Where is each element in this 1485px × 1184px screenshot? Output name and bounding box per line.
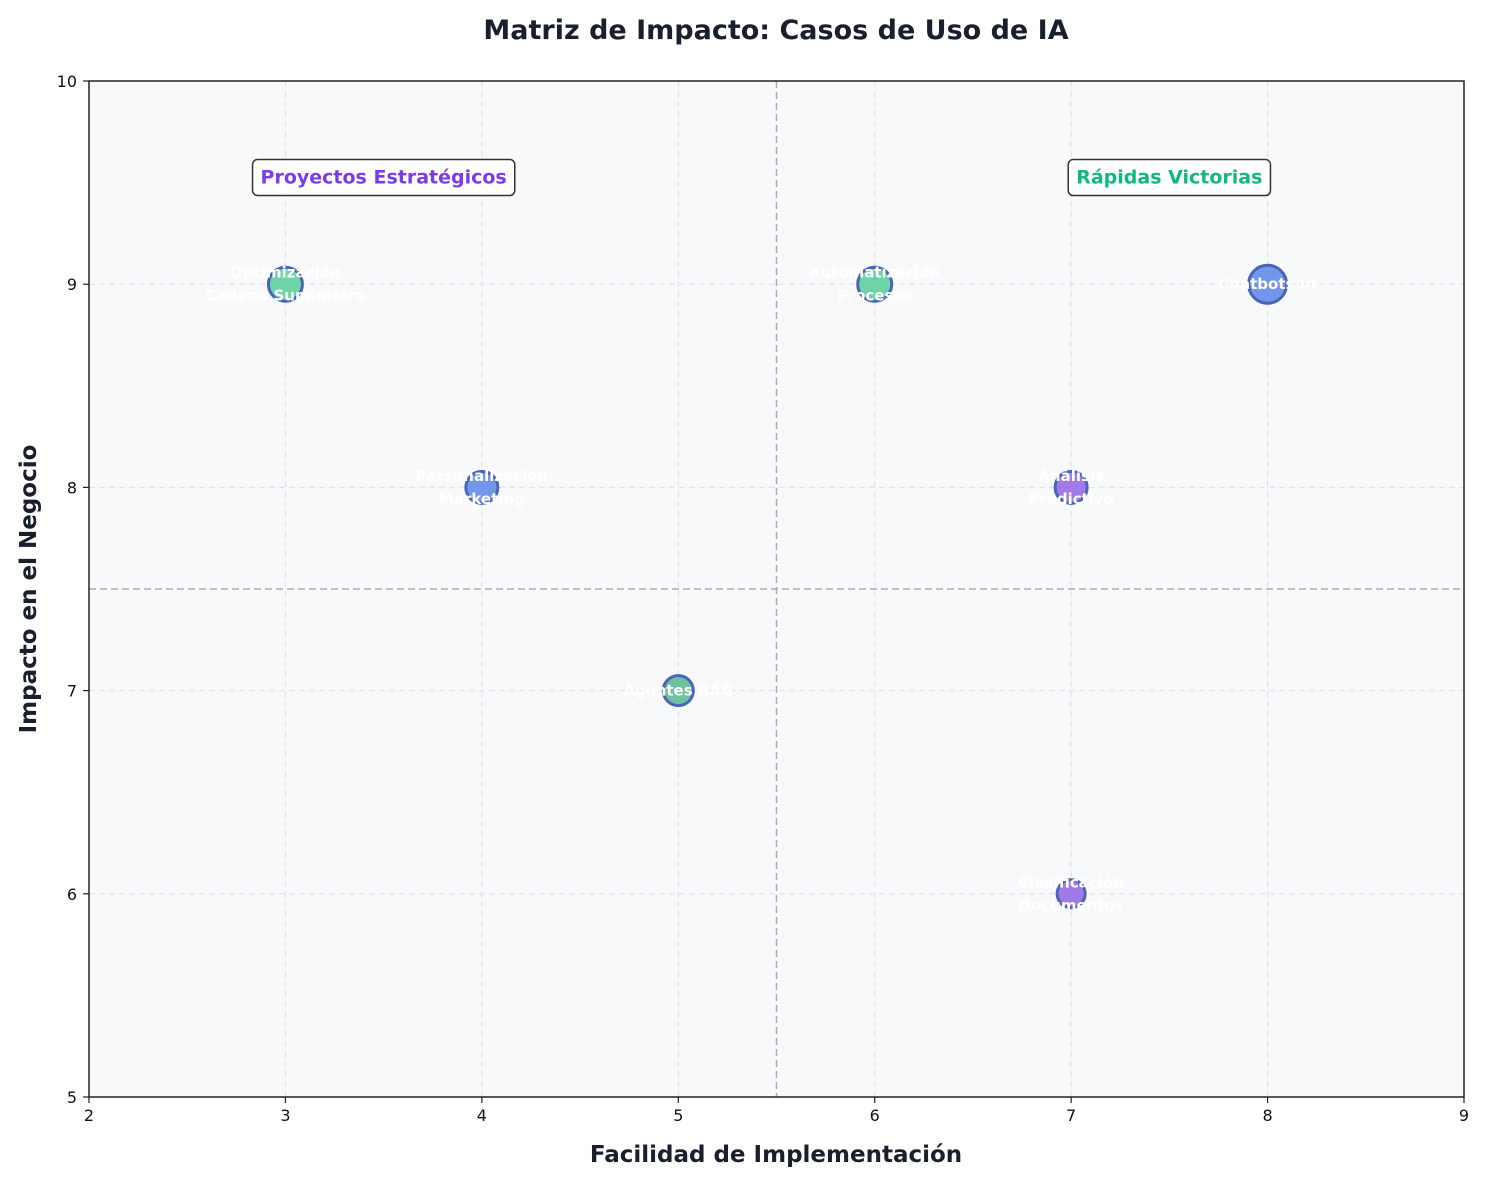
quadrant-label-text: Rápidas Victorias: [1076, 167, 1262, 189]
quadrant-label-text: Proyectos Estratégicos: [261, 167, 507, 189]
data-point: Chatbots IA: [1218, 263, 1317, 305]
x-tick-label: 9: [1459, 1106, 1469, 1125]
quadrant-label: Proyectos Estratégicos: [251, 158, 516, 197]
point-label: Procesos: [837, 287, 913, 305]
point-marker: [1055, 878, 1087, 910]
quadrant-dividers: [89, 81, 1464, 1097]
quadrant-label-box: [251, 158, 516, 197]
x-tick-label: 8: [1262, 1106, 1272, 1125]
y-tick-label: 7: [67, 682, 77, 701]
x-tick-label: 5: [673, 1106, 683, 1125]
chart-title: Matriz de Impacto: Casos de Uso de IA: [483, 15, 1068, 46]
point-marker: [464, 469, 500, 505]
x-tick-label: 7: [1066, 1106, 1076, 1125]
point-marker: [661, 674, 695, 708]
point-marker: [266, 265, 304, 303]
x-tick-label: 3: [280, 1106, 290, 1125]
point-marker: [1053, 469, 1089, 505]
point-label: Optimización: [230, 264, 340, 282]
point-label: Automatización: [809, 264, 941, 282]
data-points: Optimización Cadena Suministro Automatizac…: [205, 263, 1317, 914]
point-label: Clasificación: [1018, 873, 1124, 891]
quadrant-label-box: [1067, 158, 1272, 197]
axis-ticks: 2 3 4 5 6 7 8 9 5 6 7 8 9 10: [57, 72, 1469, 1125]
point-label: Cadena Suministro: [205, 287, 365, 305]
point-label: Documentos: [1019, 896, 1124, 914]
data-point: Personalización Marketing: [415, 467, 548, 508]
x-axis-label: Facilidad de Implementación: [590, 1142, 962, 1168]
point-marker: [1247, 263, 1289, 305]
x-tick-label: 2: [84, 1106, 94, 1125]
quadrant-labels: Proyectos Estratégicos Rápidas Victorias: [251, 158, 1272, 197]
point-label: Personalización: [415, 467, 548, 485]
y-tick-label: 6: [67, 885, 77, 904]
data-point: Optimización Cadena Suministro: [205, 264, 365, 305]
plot-frame: [88, 80, 1465, 1098]
point-label: Agentes RAG: [623, 682, 733, 700]
x-tick-label: 4: [477, 1106, 487, 1125]
data-point: Clasificación Documentos: [1018, 873, 1124, 914]
point-marker: [856, 265, 894, 303]
data-point: Automatización Procesos: [809, 264, 941, 305]
point-label: Marketing: [439, 490, 525, 508]
y-tick-label: 8: [67, 478, 77, 497]
quadrant-label: Rápidas Victorias: [1067, 158, 1272, 197]
y-axis-label: Impacto en el Negocio: [16, 445, 42, 734]
point-label: Chatbots IA: [1218, 275, 1317, 293]
x-tick-label: 6: [870, 1106, 880, 1125]
data-point: Agentes RAG: [623, 674, 733, 708]
y-tick-label: 10: [57, 72, 77, 91]
point-label: Análisis: [1038, 467, 1104, 485]
y-tick-label: 9: [67, 275, 77, 294]
data-point: Análisis Predictivo: [1028, 467, 1114, 508]
y-tick-label: 5: [67, 1088, 77, 1107]
point-label: Predictivo: [1028, 490, 1114, 508]
